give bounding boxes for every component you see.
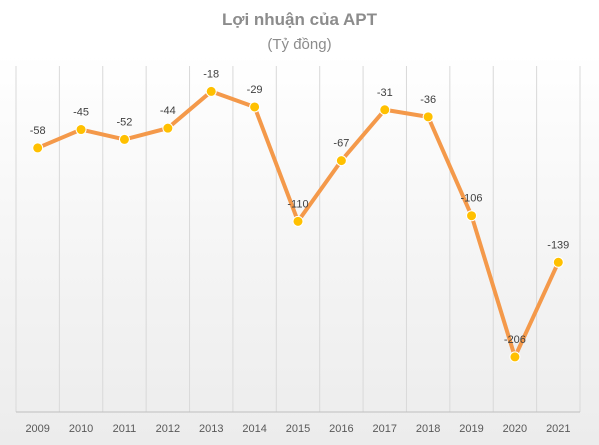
x-tick-label: 2016 [329, 423, 353, 435]
chart-subtitle: (Tỷ đồng) [267, 36, 332, 53]
x-tick-label: 2014 [242, 423, 266, 435]
data-point [75, 124, 87, 136]
x-tick-label: 2017 [373, 423, 397, 435]
x-tick-label: 2012 [156, 423, 180, 435]
x-tick-label: 2015 [286, 423, 310, 435]
x-tick-label: 2009 [25, 423, 49, 435]
data-label: -106 [461, 193, 483, 205]
x-tick-label: 2013 [199, 423, 223, 435]
data-point [509, 351, 521, 363]
data-label: -206 [504, 334, 526, 346]
data-label: -29 [247, 84, 263, 96]
data-point [466, 210, 478, 222]
x-tick-label: 2021 [546, 423, 570, 435]
data-point [379, 104, 391, 116]
chart-title: Lợi nhuận của APT [221, 10, 378, 29]
data-point [205, 85, 217, 97]
data-label: -18 [203, 68, 219, 80]
x-tick-label: 2018 [416, 423, 440, 435]
data-label: -36 [420, 94, 436, 106]
data-label: -58 [30, 125, 46, 137]
data-point [249, 101, 261, 113]
data-point [32, 142, 44, 154]
data-label: -52 [117, 116, 133, 128]
data-point [118, 133, 130, 145]
x-tick-label: 2011 [113, 423, 137, 435]
data-point [162, 122, 174, 134]
x-tick-label: 2020 [503, 423, 527, 435]
data-label: -110 [287, 198, 308, 210]
data-label: -31 [377, 87, 393, 99]
x-tick-label: 2019 [459, 423, 483, 435]
data-label: -67 [333, 138, 349, 150]
data-point [292, 215, 304, 227]
data-point [552, 256, 564, 268]
x-tick-label: 2010 [69, 423, 93, 435]
data-label: -139 [547, 239, 569, 251]
data-point [335, 155, 347, 167]
data-label: -44 [160, 105, 176, 117]
data-label: -45 [73, 107, 89, 119]
data-point [422, 111, 434, 123]
